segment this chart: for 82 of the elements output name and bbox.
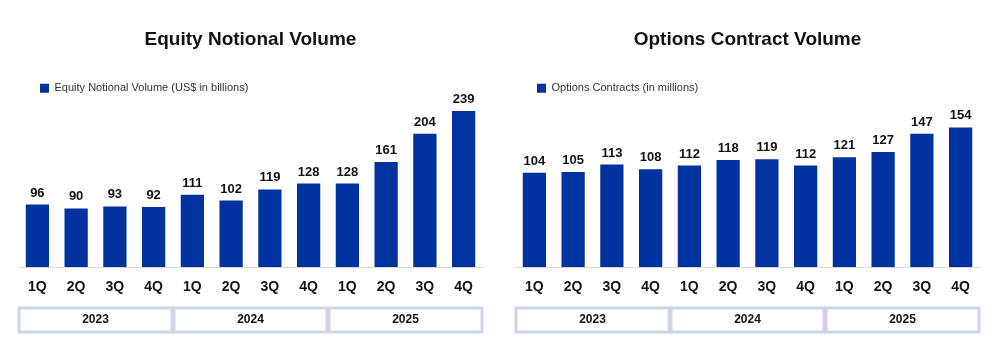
x-tick-label: 2Q	[221, 278, 241, 295]
bar	[413, 133, 437, 268]
x-tick-label: 3Q	[602, 278, 622, 295]
data-label: 113	[601, 144, 623, 160]
x-tick-label: 3Q	[757, 278, 777, 295]
x-tick-label: 1Q	[183, 278, 202, 295]
data-label: 127	[872, 131, 894, 147]
text: 2024	[734, 312, 762, 327]
bar	[600, 164, 624, 268]
data-label: 204	[414, 113, 437, 129]
x-tick-label: 2Q	[873, 278, 893, 295]
data-label: 92	[146, 187, 161, 203]
bar	[64, 208, 88, 268]
x-tick-label: 4Q	[796, 278, 816, 295]
x-tick-label: 1Q	[835, 278, 854, 295]
data-label: 102	[220, 180, 242, 196]
x-tick-label: 4Q	[454, 278, 474, 295]
bar	[142, 207, 166, 268]
text: 2025	[889, 312, 917, 327]
x-tick-label: 1Q	[525, 278, 544, 295]
data-label: 93	[107, 186, 123, 202]
data-label: 112	[795, 145, 817, 161]
data-label: 119	[756, 139, 778, 155]
x-tick-label: 3Q	[260, 278, 280, 295]
bar	[794, 165, 818, 268]
data-label: 128	[336, 163, 359, 179]
data-label: 90	[68, 188, 84, 204]
bar	[374, 161, 398, 268]
x-tick-label: 2Q	[376, 278, 396, 295]
bar	[103, 206, 127, 268]
bar	[522, 172, 546, 268]
data-label: 147	[911, 113, 933, 129]
bar	[335, 183, 359, 268]
text: 2023	[82, 312, 110, 327]
bar	[677, 165, 701, 268]
data-label: 104	[523, 152, 546, 168]
legend-label: Equity Notional Volume (US$ in billions)	[54, 81, 249, 94]
x-tick-label: 4Q	[951, 278, 971, 295]
data-label: 121	[833, 137, 856, 153]
legend-label: Options Contracts (in millions)	[551, 81, 699, 94]
x-tick-label: 4Q	[641, 278, 661, 295]
bar	[25, 204, 49, 268]
x-tick-label: 3Q	[415, 278, 435, 295]
x-tick-label: 4Q	[144, 278, 164, 295]
text: 2023	[579, 312, 607, 327]
bar	[949, 127, 973, 268]
data-label: 105	[562, 151, 584, 167]
bar	[561, 171, 585, 268]
x-tick-label: 1Q	[680, 278, 699, 295]
text: 2024	[237, 312, 265, 327]
bar	[639, 169, 663, 268]
bar	[258, 189, 282, 268]
data-label: 108	[639, 149, 662, 165]
bar	[297, 183, 321, 268]
x-tick-label: 2Q	[563, 278, 583, 295]
data-label: 119	[259, 169, 281, 185]
chart-title: Options Contract Volume	[633, 27, 862, 49]
bar	[180, 194, 204, 268]
x-tick-label: 1Q	[28, 278, 47, 295]
x-tick-label: 4Q	[299, 278, 319, 295]
data-label: 112	[678, 145, 700, 161]
bar	[716, 160, 740, 268]
x-tick-label: 2Q	[66, 278, 86, 295]
data-label: 111	[182, 174, 203, 190]
bar	[755, 159, 779, 268]
x-tick-label: 2Q	[718, 278, 738, 295]
data-label: 96	[30, 184, 45, 200]
x-tick-label: 1Q	[338, 278, 357, 295]
data-label: 128	[297, 163, 320, 179]
data-label: 239	[452, 91, 475, 107]
x-tick-label: 3Q	[105, 278, 125, 295]
bar	[452, 110, 476, 268]
chart-title: Equity Notional Volume	[144, 27, 357, 49]
data-label: 154	[949, 107, 973, 123]
bar	[910, 133, 934, 268]
bar	[871, 151, 895, 268]
data-label: 161	[375, 142, 397, 158]
bar	[219, 200, 243, 268]
data-label: 118	[717, 140, 739, 156]
text: 2025	[392, 312, 420, 327]
bar	[832, 157, 856, 268]
x-tick-label: 3Q	[912, 278, 932, 295]
